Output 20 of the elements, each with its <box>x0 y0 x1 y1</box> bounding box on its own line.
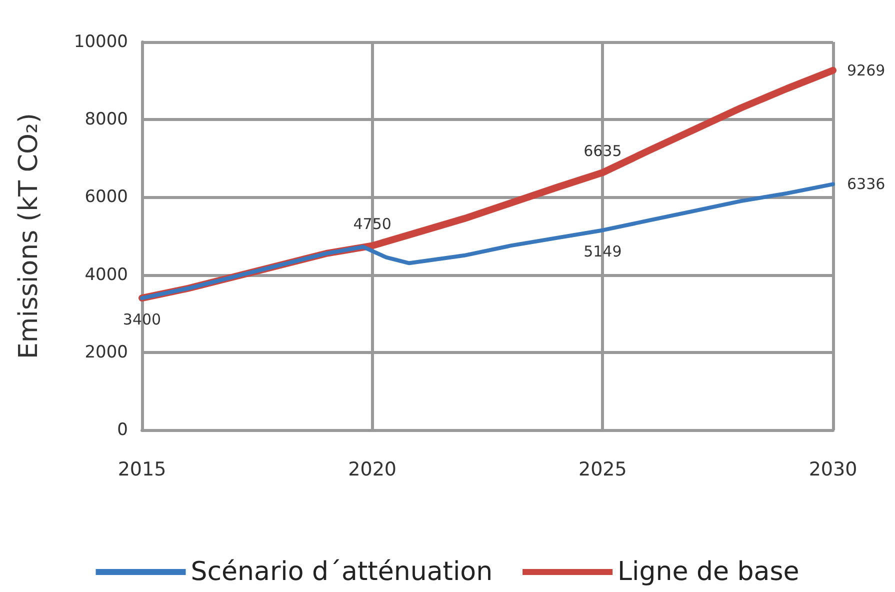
y-tick-label: 2000 <box>84 342 128 362</box>
legend-label: Ligne de base <box>618 557 800 587</box>
x-tick-label: 2025 <box>578 458 627 480</box>
data-label: 5149 <box>584 242 622 261</box>
legend-label: Scénario d´atténuation <box>190 557 493 587</box>
y-tick-label: 4000 <box>84 264 128 285</box>
y-tick-label: 6000 <box>84 187 128 208</box>
x-tick-label: 2015 <box>118 458 166 480</box>
y-axis-title: Emissions (kT CO₂) <box>14 112 44 360</box>
data-label: 3400 <box>122 310 162 329</box>
y-tick-label: 0 <box>117 420 128 440</box>
data-label: 9269 <box>847 61 886 80</box>
data-label: 6635 <box>584 142 622 160</box>
y-tick-label: 8000 <box>84 110 128 130</box>
data-label: 4750 <box>353 215 392 234</box>
data-label: 6336 <box>847 175 886 194</box>
x-tick-label: 2020 <box>348 458 397 480</box>
y-tick-label: 10000 <box>74 32 128 52</box>
x-tick-label: 2030 <box>808 458 858 480</box>
line-series <box>140 182 835 300</box>
